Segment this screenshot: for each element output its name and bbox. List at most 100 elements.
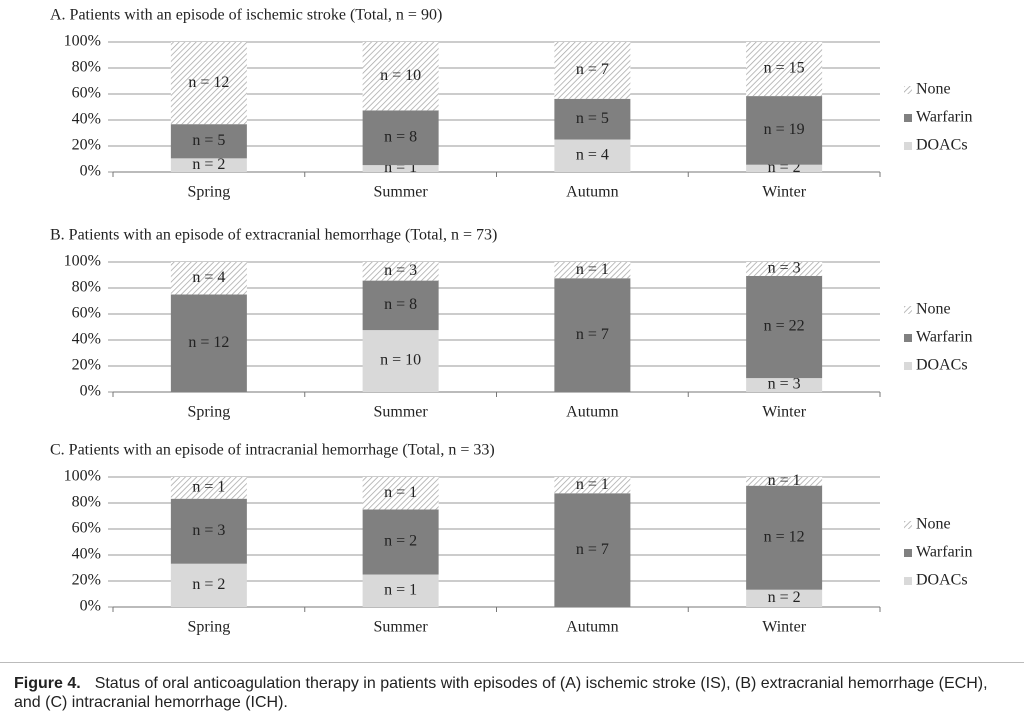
bar-segment: [746, 589, 823, 607]
x-tick-label: Winter: [762, 184, 806, 201]
legend-swatch: [904, 334, 912, 342]
legend-label: Warfarin: [916, 544, 972, 561]
count-label: n = 1: [576, 476, 609, 493]
legend-swatch: [904, 521, 912, 529]
count-label: n = 3: [768, 260, 801, 277]
bar-segment: [746, 164, 823, 172]
count-label: n = 5: [192, 132, 225, 149]
legend-label: Warfarin: [916, 109, 972, 126]
legend-label: None: [916, 516, 951, 533]
count-label: n = 7: [576, 541, 609, 558]
bar-segment: [170, 158, 247, 172]
count-label: n = 8: [384, 296, 417, 313]
count-label: n = 1: [768, 472, 801, 489]
count-label: n = 1: [384, 581, 417, 598]
chart-title: C. Patients with an episode of intracran…: [50, 442, 495, 459]
x-tick-label: Summer: [374, 184, 429, 201]
bar-segment: [170, 124, 247, 159]
bar-segment: [554, 42, 631, 99]
legend-swatch: [904, 306, 912, 314]
y-tick-label: 100%: [64, 33, 101, 50]
y-tick-label: 60%: [72, 305, 101, 322]
count-label: n = 2: [192, 576, 225, 593]
bar-segment: [170, 477, 247, 499]
legend-swatch: [904, 114, 912, 122]
x-tick-label: Spring: [188, 619, 231, 636]
bar-segment: [554, 278, 631, 392]
count-label: n = 3: [768, 376, 801, 393]
y-tick-label: 20%: [72, 357, 101, 374]
bar-segment: [362, 280, 439, 331]
legend-swatch: [904, 86, 912, 94]
y-tick-label: 80%: [72, 59, 101, 76]
y-tick-label: 40%: [72, 111, 101, 128]
bar-segment: [554, 262, 631, 279]
bar-segment: [362, 477, 439, 510]
y-tick-label: 0%: [80, 598, 101, 615]
y-tick-label: 0%: [80, 163, 101, 180]
legend-label: None: [916, 301, 951, 318]
x-tick-label: Spring: [188, 184, 231, 201]
count-label: n = 4: [192, 269, 225, 286]
count-label: n = 10: [380, 67, 421, 84]
bar-segment: [554, 139, 631, 172]
bar-segment: [746, 262, 823, 276]
bar-segment: [362, 574, 439, 607]
count-label: n = 3: [384, 262, 417, 279]
count-label: n = 2: [192, 156, 225, 173]
bar-segment: [554, 477, 631, 494]
count-label: n = 22: [764, 318, 805, 335]
bar-segment: [554, 493, 631, 607]
bar-segment: [170, 498, 247, 564]
bar-segment: [746, 96, 823, 165]
y-tick-label: 80%: [72, 279, 101, 296]
count-label: n = 12: [188, 74, 229, 91]
y-tick-label: 100%: [64, 468, 101, 485]
bar-segment: [170, 42, 247, 125]
bar-segment: [362, 509, 439, 575]
y-tick-label: 20%: [72, 137, 101, 154]
legend-swatch: [904, 577, 912, 585]
x-tick-label: Summer: [374, 404, 429, 421]
bar-segment: [746, 42, 823, 97]
legend-swatch: [904, 362, 912, 370]
caption-text: Status of oral anticoagulation therapy i…: [14, 675, 988, 711]
count-label: n = 12: [764, 528, 805, 545]
bar-segment: [362, 42, 439, 111]
bar-segment: [554, 98, 631, 140]
legend-label: None: [916, 81, 951, 98]
y-tick-label: 60%: [72, 520, 101, 537]
bar-segment: [362, 330, 439, 392]
count-label: n = 15: [764, 60, 805, 77]
bar-segment: [362, 165, 439, 172]
divider: [0, 662, 1024, 663]
count-label: n = 4: [576, 146, 609, 163]
y-tick-label: 100%: [64, 253, 101, 270]
legend-swatch: [904, 142, 912, 150]
y-tick-label: 60%: [72, 85, 101, 102]
count-label: n = 10: [380, 352, 421, 369]
x-tick-label: Winter: [762, 619, 806, 636]
y-tick-label: 0%: [80, 383, 101, 400]
legend-label: DOACs: [916, 572, 968, 589]
bar-segment: [362, 110, 439, 166]
y-tick-label: 40%: [72, 546, 101, 563]
count-label: n = 7: [576, 326, 609, 343]
x-tick-label: Autumn: [566, 404, 618, 421]
y-tick-label: 80%: [72, 494, 101, 511]
bar-segment: [746, 275, 823, 379]
bar-segment: [170, 294, 247, 392]
bar-segment: [362, 262, 439, 281]
count-label: n = 1: [192, 479, 225, 496]
chart-title: B. Patients with an episode of extracran…: [50, 227, 497, 244]
caption: Figure 4. Status of oral anticoagulation …: [14, 674, 1014, 712]
count-label: n = 5: [576, 110, 609, 127]
x-tick-label: Summer: [374, 619, 429, 636]
x-tick-label: Autumn: [566, 619, 618, 636]
x-tick-label: Spring: [188, 404, 231, 421]
legend-swatch: [904, 549, 912, 557]
y-tick-label: 20%: [72, 572, 101, 589]
count-label: n = 12: [188, 334, 229, 351]
figure: A. Patients with an episode of ischemic …: [50, 7, 972, 636]
count-label: n = 8: [384, 128, 417, 145]
